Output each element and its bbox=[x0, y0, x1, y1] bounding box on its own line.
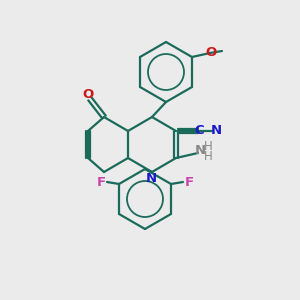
Text: F: F bbox=[184, 176, 194, 188]
Text: H: H bbox=[204, 140, 212, 154]
Text: C: C bbox=[194, 124, 204, 136]
Text: H: H bbox=[204, 151, 212, 164]
Text: N: N bbox=[146, 172, 157, 185]
Text: O: O bbox=[82, 88, 94, 101]
Text: N: N bbox=[194, 145, 206, 158]
Text: O: O bbox=[206, 46, 217, 59]
Text: N: N bbox=[210, 124, 222, 136]
Text: F: F bbox=[97, 176, 106, 188]
